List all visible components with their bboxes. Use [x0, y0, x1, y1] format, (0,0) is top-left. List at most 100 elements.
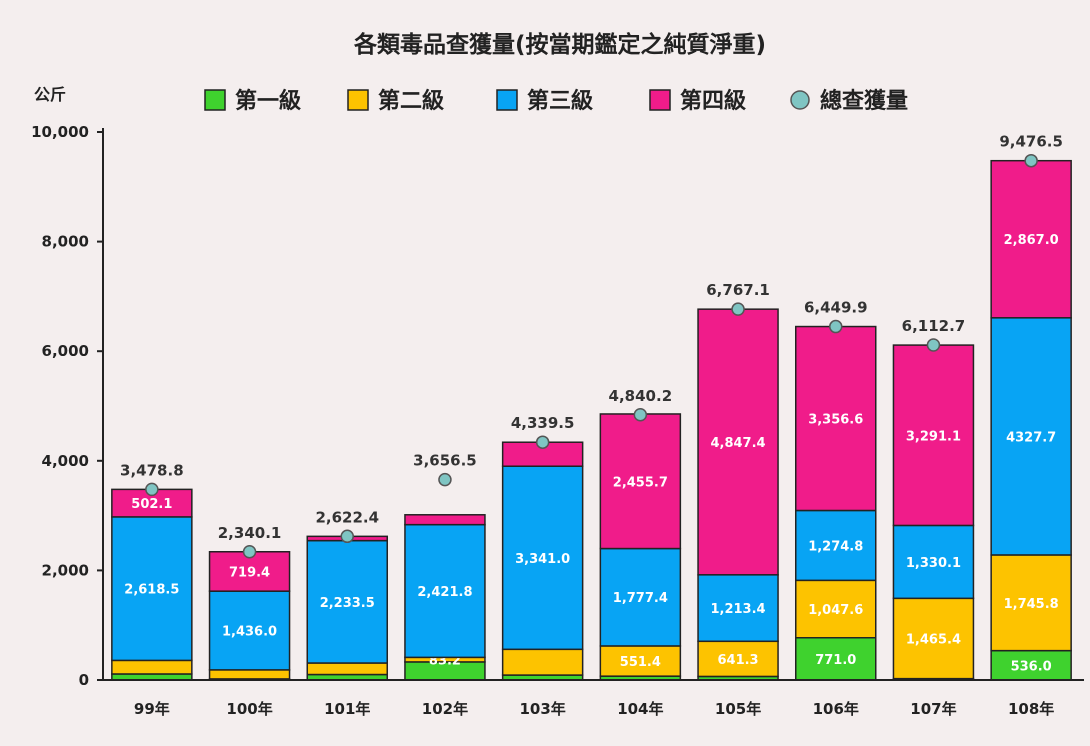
segment-data-label: 1,745.8 — [1004, 597, 1059, 612]
segment-data-label: 1,465.4 — [906, 632, 961, 647]
legend-label: 第二級 — [378, 88, 444, 114]
y-tick-label: 10,000 — [31, 123, 89, 141]
y-tick-label: 2,000 — [42, 561, 89, 579]
total-data-label: 3,656.5 — [413, 452, 477, 470]
bar-segment — [697, 308, 779, 576]
legend-swatch — [347, 89, 369, 111]
segment-data-label: 3,341.0 — [515, 552, 570, 567]
legend-label: 總查獲量 — [820, 88, 908, 114]
bar-segment — [501, 648, 584, 676]
segment-data-label: 551.4 — [620, 655, 661, 670]
legend-label: 第四級 — [680, 88, 746, 114]
segment-data-label: 2,233.5 — [320, 596, 375, 611]
total-data-label: 6,767.1 — [706, 281, 770, 299]
x-tick-label: 108年 — [1008, 700, 1054, 718]
legend-item: 第二級 — [347, 88, 444, 114]
total-data-label: 4,339.5 — [511, 414, 575, 432]
bar-segment — [208, 669, 291, 680]
legend-swatch — [204, 89, 226, 111]
bar-segment — [306, 662, 388, 676]
segment-data-label: 2,455.7 — [613, 475, 668, 490]
y-axis: 0 2,000 4,000 6,000 8,000 10,000 — [31, 123, 104, 689]
bar-stack: 551.4 1,777.4 2,455.7 — [599, 413, 682, 681]
total-data-label: 6,112.7 — [902, 317, 966, 335]
bar-stack: 771.0 1,047.6 1,274.8 3,356.6 — [795, 325, 877, 681]
bar-segment — [599, 547, 682, 647]
segment-data-label: 641.3 — [717, 653, 758, 668]
total-marker — [145, 482, 159, 497]
legend-swatch — [790, 90, 810, 110]
legend-item: 第一級 — [204, 88, 301, 114]
bar-stack: 641.3 1,213.4 4,847.4 — [697, 308, 779, 681]
total-marker — [242, 545, 257, 559]
legend-label: 第一級 — [235, 88, 301, 114]
segment-data-label: 1,330.1 — [906, 556, 961, 571]
bar-segment — [990, 159, 1072, 319]
total-marker — [731, 302, 745, 316]
bar-stack: 2,233.5 — [306, 535, 388, 681]
bar-segment — [892, 344, 975, 527]
legend-label: 第三級 — [527, 88, 593, 114]
total-data-label: 3,478.8 — [120, 461, 184, 479]
totals: 3,478.8 2,340.1 2,622.4 3,656.5 4,339.5 4,840… — [120, 133, 1063, 559]
bar-segment — [795, 579, 877, 639]
bar-stack: 1,436.0 719.4 — [208, 550, 291, 681]
y-tick-label: 0 — [79, 671, 89, 689]
total-marker — [1024, 153, 1038, 168]
bar-segment — [404, 514, 486, 526]
segment-data-label: 2,867.0 — [1004, 233, 1059, 248]
legend-swatch — [496, 89, 518, 111]
legend-item: 總查獲量 — [790, 88, 908, 114]
bar-stack: 2,618.5 502.1 — [111, 488, 193, 681]
segment-data-label: 4,847.4 — [710, 436, 765, 451]
total-data-label: 2,622.4 — [315, 508, 379, 526]
bar-segment — [892, 524, 975, 600]
bar-stack: 83.22,421.8 — [404, 514, 486, 681]
segment-data-label: 4327.7 — [1006, 430, 1056, 445]
segment-data-label: 1,274.8 — [808, 539, 863, 554]
total-marker — [340, 529, 354, 544]
x-tick-label: 102年 — [422, 700, 468, 718]
segment-data-label: 1,777.4 — [613, 591, 668, 606]
x-tick-label: 107年 — [910, 700, 956, 718]
bar-segment — [990, 649, 1072, 681]
x-tick-label: 104年 — [617, 700, 663, 718]
x-tick-label: 100年 — [226, 700, 272, 718]
total-data-label: 2,340.1 — [218, 524, 282, 542]
y-tick-label: 8,000 — [42, 233, 89, 251]
bar-segment — [501, 441, 584, 467]
total-marker — [633, 408, 648, 422]
bar-segment — [404, 523, 486, 659]
bar-segment — [599, 645, 682, 677]
x-tick-label: 106年 — [813, 700, 859, 718]
bar-stack: 3,341.0 — [501, 441, 584, 681]
total-data-label: 6,449.9 — [804, 299, 868, 317]
y-tick-label: 4,000 — [42, 452, 89, 470]
chart-title: 各類毒品查獲量(按當期鑑定之純質淨重) — [353, 31, 766, 58]
bar-segment — [697, 640, 779, 678]
y-tick-label: 6,000 — [42, 342, 89, 360]
x-tick-label: 101年 — [324, 700, 370, 718]
bar-segment — [306, 539, 388, 664]
total-marker — [829, 319, 843, 334]
x-axis: 99年 100年 101年 102年 103年 104年 105年 106年 107年 108年 — [103, 679, 1084, 718]
bar-stack: 536.0 1,745.8 4327.7 2,867.0 — [990, 159, 1072, 681]
bar-segment — [892, 597, 975, 680]
segment-data-label: 502.1 — [131, 497, 172, 512]
segment-data-label: 719.4 — [229, 565, 270, 580]
bar-segment — [990, 554, 1072, 652]
segment-data-label: 3,356.6 — [808, 413, 863, 428]
total-data-label: 4,840.2 — [609, 387, 673, 405]
legend-swatch — [649, 89, 671, 111]
bar-stack: 1,465.4 1,330.1 3,291.1 — [892, 344, 975, 681]
total-marker — [438, 472, 452, 487]
x-tick-label: 105年 — [715, 700, 761, 718]
segment-data-label: 2,421.8 — [417, 585, 472, 600]
segment-data-label: 1,436.0 — [222, 625, 277, 640]
bar-segment — [795, 636, 877, 681]
segment-data-label: 2,618.5 — [124, 583, 179, 598]
bar-segment — [111, 488, 193, 518]
segment-data-label: 1,047.6 — [808, 603, 863, 618]
x-tick-label: 99年 — [134, 700, 170, 718]
